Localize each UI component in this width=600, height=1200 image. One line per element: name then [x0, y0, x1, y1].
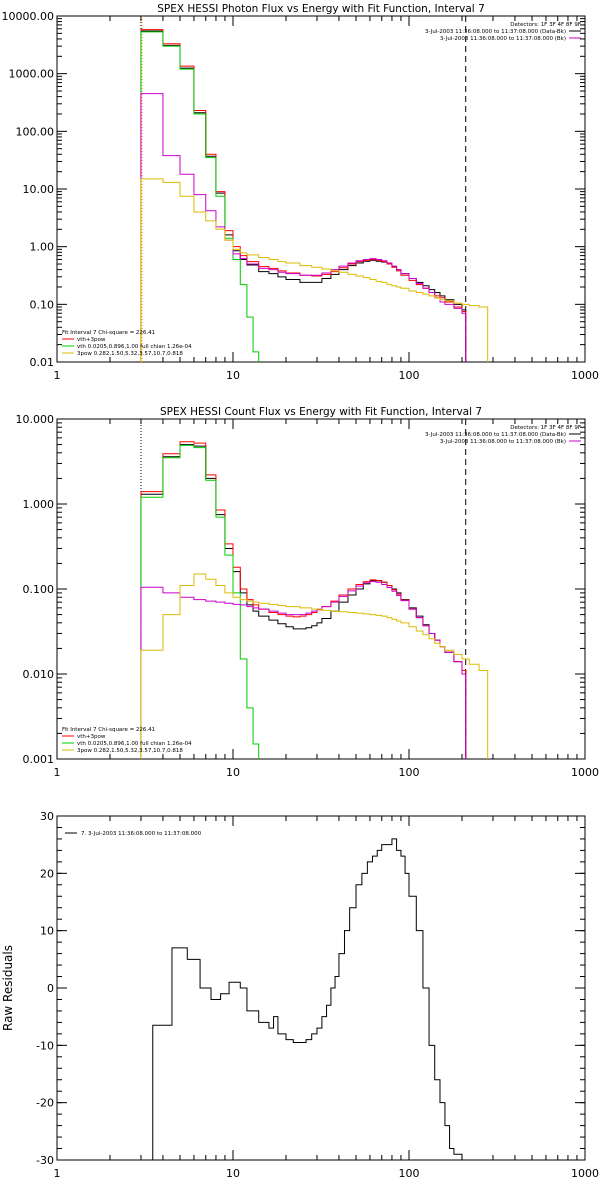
fit-legend-item: 3pow 0.282,1.50,5.32,3.57,10.7,0.818	[77, 351, 183, 357]
x-tick-label: 100	[399, 369, 420, 382]
y-tick-label: -10	[36, 1039, 54, 1052]
x-tick-label: 100	[399, 766, 420, 779]
y-tick-label: 0.010	[23, 668, 55, 681]
x-tick-label: 10	[226, 369, 240, 382]
fit-legend-item: 3pow 0.282,1.50,5.32,3.57,10.7,0.818	[77, 748, 183, 754]
y-tick-label: 10	[40, 925, 54, 938]
y-tick-label: -30	[36, 1154, 54, 1167]
y-tick-label: 0.10	[30, 298, 55, 311]
x-tick-label: 1	[54, 1167, 61, 1180]
series-line-3	[140, 31, 260, 362]
y-tick-label: 10.000	[16, 413, 55, 426]
x-tick-label: 1000	[571, 766, 599, 779]
legend-item: 3-Jul-2003 11:36:08.000 to 11:37:08.000 …	[440, 36, 566, 42]
y-tick-label: 0.01	[30, 356, 55, 369]
series-line-4	[140, 581, 467, 759]
plot-frame	[56, 815, 586, 1161]
series-line-2	[140, 441, 467, 759]
legend-item: 3-Jul-2003 11:36:08.000 to 11:37:08.000 …	[440, 439, 566, 445]
series-line-3	[140, 444, 260, 759]
fit-legend-item: vth+3pow	[77, 337, 106, 343]
x-tick-label: 1000	[571, 1167, 599, 1180]
series-line-1	[152, 838, 463, 1160]
x-tick-label: 10	[226, 1167, 240, 1180]
plot-frame	[56, 15, 586, 363]
fit-legend-item: vth 0.0205,0.896,1.00 full chian 1.26e-0…	[77, 344, 192, 350]
chart-panel-3: Raw Residuals 1 10 100 1000 -30 -20 -10 0 10 20 30 7…	[1, 810, 599, 1180]
chart-title: SPEX HESSI Photon Flux vs Energy with Fi…	[157, 3, 485, 15]
fit-legend-header: Fit Interval 7 Chi-square = 226.41	[62, 727, 155, 733]
y-tick-label: 1.000	[23, 498, 55, 511]
series-line-5	[140, 573, 489, 759]
legend-item: 7. 3-Jul-2003 11:36:08.000 to 11:37:08.0…	[81, 831, 202, 837]
series-line-2	[140, 29, 467, 362]
y-tick-label: 1.00	[30, 241, 55, 254]
series-group	[140, 29, 489, 362]
series-line-1	[140, 30, 467, 362]
legend-item: 3-Jul-2003 11:36:08.000 to 11:37:08.000 …	[425, 29, 566, 35]
chart-panel-1: SPEX HESSI Photon Flux vs Energy with Fi…	[2, 3, 600, 382]
y-tick-label: 10.00	[23, 183, 55, 196]
series-group	[152, 838, 463, 1160]
x-tick-label: 1	[54, 766, 61, 779]
series-line-5	[140, 178, 489, 362]
series-line-4	[140, 93, 467, 362]
y-tick-label: 10000.00	[2, 10, 55, 23]
x-tick-label: 1000	[571, 369, 599, 382]
y-tick-label: 20	[40, 867, 54, 880]
plot-frame	[56, 418, 586, 760]
x-tick-label: 100	[399, 1167, 420, 1180]
fit-legend-header: Fit Interval 7 Chi-square = 226.41	[62, 330, 155, 336]
y-axis-label: Raw Residuals	[1, 945, 15, 1031]
chart-panel-2: SPEX HESSI Count Flux vs Energy with Fit…	[16, 406, 600, 779]
y-tick-label: 1000.00	[9, 68, 55, 81]
x-tick-label: 10	[226, 766, 240, 779]
series-group	[140, 441, 489, 759]
fit-legend-item: vth+3pow	[77, 734, 106, 740]
series-line-1	[140, 444, 467, 759]
y-tick-label: 0	[47, 982, 54, 995]
fit-legend-item: vth 0.0205,0.896,1.00 full chian 1.26e-0…	[77, 741, 192, 747]
y-tick-label: 0.100	[23, 583, 55, 596]
x-tick-label: 1	[54, 369, 61, 382]
y-tick-label: 100.00	[16, 125, 55, 138]
y-tick-label: 0.001	[23, 753, 55, 766]
y-tick-label: 30	[40, 810, 54, 823]
legend-item: 3-Jul-2003 11:36:08.000 to 11:37:08.000 …	[425, 432, 566, 438]
legend-header: Detectors: 1F 3F 4F 8F 9F	[510, 22, 581, 28]
chart-title: SPEX HESSI Count Flux vs Energy with Fit…	[160, 406, 482, 418]
y-tick-label: -20	[36, 1097, 54, 1110]
legend-header: Detectors: 1F 3F 4F 8F 9F	[510, 425, 581, 431]
